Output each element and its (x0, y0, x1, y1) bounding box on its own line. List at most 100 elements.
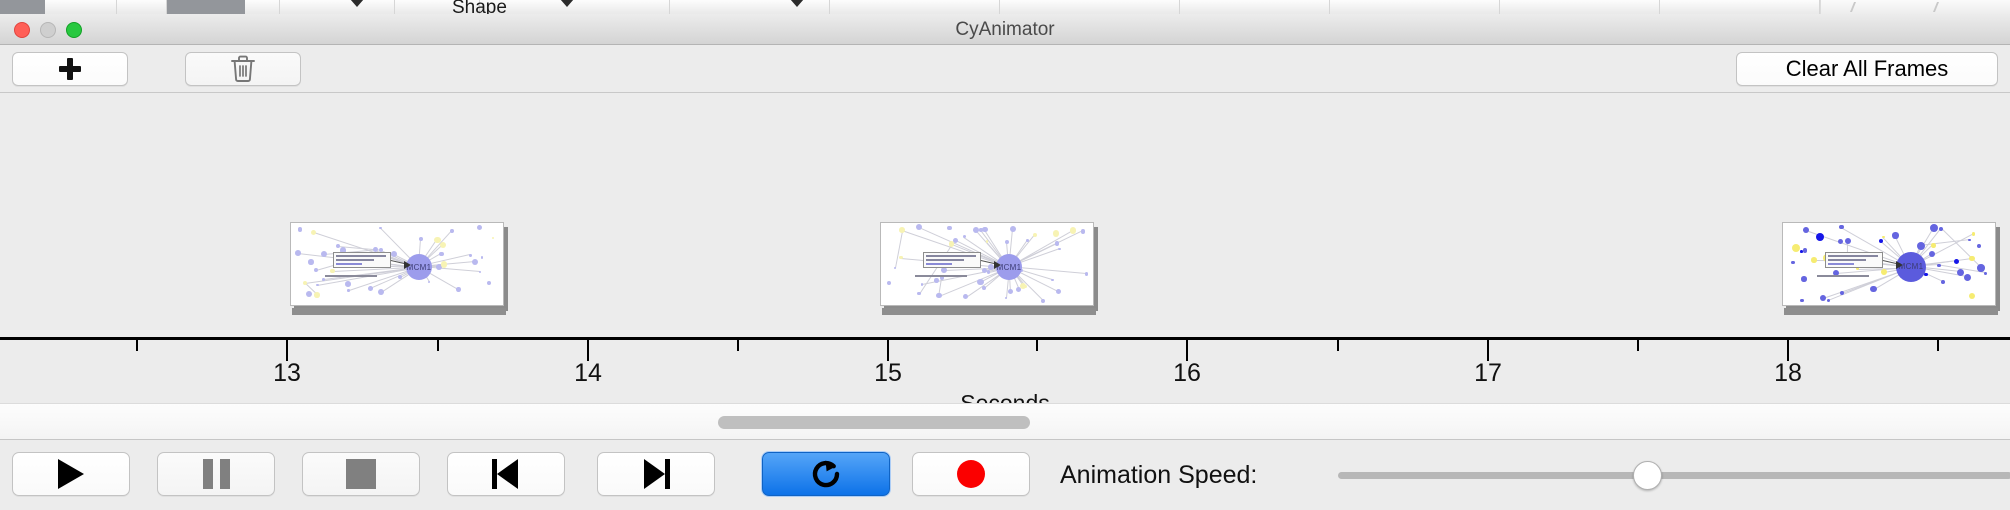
graph-node (948, 240, 955, 247)
skip-forward-button[interactable] (597, 452, 715, 496)
graph-node (982, 286, 987, 290)
animation-speed-label: Animation Speed: (1060, 461, 1258, 489)
graph-node (1080, 228, 1086, 234)
axis-tick-minor (136, 340, 138, 351)
graph-node (1811, 257, 1817, 263)
graph-node (947, 225, 952, 231)
record-icon (957, 460, 985, 488)
loop-icon (812, 460, 840, 488)
graph-node (973, 226, 980, 233)
stop-button[interactable] (302, 452, 420, 496)
add-frame-button[interactable] (12, 52, 128, 86)
callout-text-line (926, 255, 976, 257)
graph-node (1924, 272, 1928, 277)
window-title: CyAnimator (955, 19, 1055, 40)
graph-node (985, 240, 989, 243)
graph-node (1007, 288, 1014, 295)
timeline-scrollbar-thumb[interactable] (718, 416, 1030, 429)
graph-node (1050, 278, 1054, 282)
timeline-scrollbar-track[interactable] (0, 403, 2010, 440)
frame-thumbnail[interactable]: MCM1 (290, 222, 504, 306)
animation-speed-slider-thumb[interactable] (1633, 461, 1662, 490)
axis-tick-minor (1637, 340, 1639, 351)
graph-node (1832, 269, 1840, 277)
axis-tick-minor (737, 340, 739, 351)
graph-node (1004, 296, 1008, 300)
timeline-frame[interactable]: MCM1 (290, 222, 508, 315)
axis-tick-major (1186, 340, 1188, 361)
timeline-frame[interactable]: MCM1 (880, 222, 1098, 315)
trash-icon (231, 55, 255, 82)
loop-button[interactable] (762, 452, 890, 496)
delete-frame-button[interactable] (185, 52, 301, 86)
graph-node (1052, 230, 1060, 237)
graph-node (979, 228, 983, 232)
graph-node (940, 266, 947, 273)
timeline-axis (0, 337, 2010, 340)
graph-node (1055, 289, 1062, 295)
graph-node (313, 268, 318, 273)
skip-back-icon (492, 459, 520, 489)
graph-node (491, 237, 495, 240)
graph-node (1928, 250, 1935, 257)
graph-node (330, 269, 335, 274)
title-bar: CyAnimator (0, 14, 2010, 45)
skip-back-button[interactable] (447, 452, 565, 496)
axis-tick-minor (437, 340, 439, 351)
axis-tick-minor (1337, 340, 1339, 351)
graph-node (981, 267, 988, 274)
graph-node (1816, 232, 1825, 241)
graph-node (1956, 268, 1965, 276)
graph-node (1026, 238, 1029, 242)
callout-text-line (1828, 255, 1878, 257)
frame-thumbnail[interactable]: MCM1 (1782, 222, 1996, 306)
graph-node (962, 235, 966, 239)
graph-node (1016, 287, 1022, 293)
clear-all-frames-button[interactable]: Clear All Frames (1736, 52, 1998, 86)
graph-node (314, 292, 320, 298)
graph-node (1009, 225, 1016, 232)
callout-text-line (336, 263, 362, 265)
toolbar: Clear All Frames (0, 45, 2010, 93)
record-button[interactable] (912, 452, 1030, 496)
graph-node (438, 251, 444, 257)
background-window-strip: Shape (0, 0, 2010, 14)
callout-text-line (336, 259, 374, 261)
graph-node (917, 291, 921, 296)
graph-node (1023, 284, 1027, 288)
graph-node (480, 256, 484, 259)
frame-thumbnail[interactable]: MCM1 (880, 222, 1094, 306)
graph-node (471, 258, 478, 265)
play-button[interactable] (12, 452, 130, 496)
callout-text-line (926, 263, 952, 265)
graph-node (1870, 285, 1877, 293)
graph-node (322, 277, 326, 281)
animation-speed-slider[interactable] (1338, 472, 2010, 479)
transport-bar: Animation Speed: (0, 440, 2010, 510)
close-button[interactable] (14, 22, 30, 38)
callout-text-line (926, 259, 964, 261)
axis-tick-label: 17 (1474, 359, 1502, 387)
graph-node (920, 283, 923, 286)
graph-subtitle-text (915, 275, 967, 277)
axis-tick-minor (1036, 340, 1038, 351)
timeline-frame[interactable]: MCM1 (1782, 222, 2000, 315)
callout-arrow (994, 261, 1001, 269)
graph-node (1963, 273, 1971, 281)
graph-node (305, 290, 313, 297)
axis-tick-major (1487, 340, 1489, 361)
minimize-button[interactable] (40, 22, 56, 38)
graph-node (939, 275, 944, 280)
graph-node (1941, 279, 1945, 284)
graph-node (982, 226, 988, 233)
graph-node (1855, 266, 1860, 271)
graph-node (373, 247, 378, 252)
graph-node (379, 226, 383, 230)
graph-node (1968, 292, 1975, 299)
pause-button[interactable] (157, 452, 275, 496)
axis-tick-major (587, 340, 589, 361)
zoom-button[interactable] (66, 22, 82, 38)
graph-node (297, 227, 302, 232)
plus-icon (59, 58, 81, 80)
